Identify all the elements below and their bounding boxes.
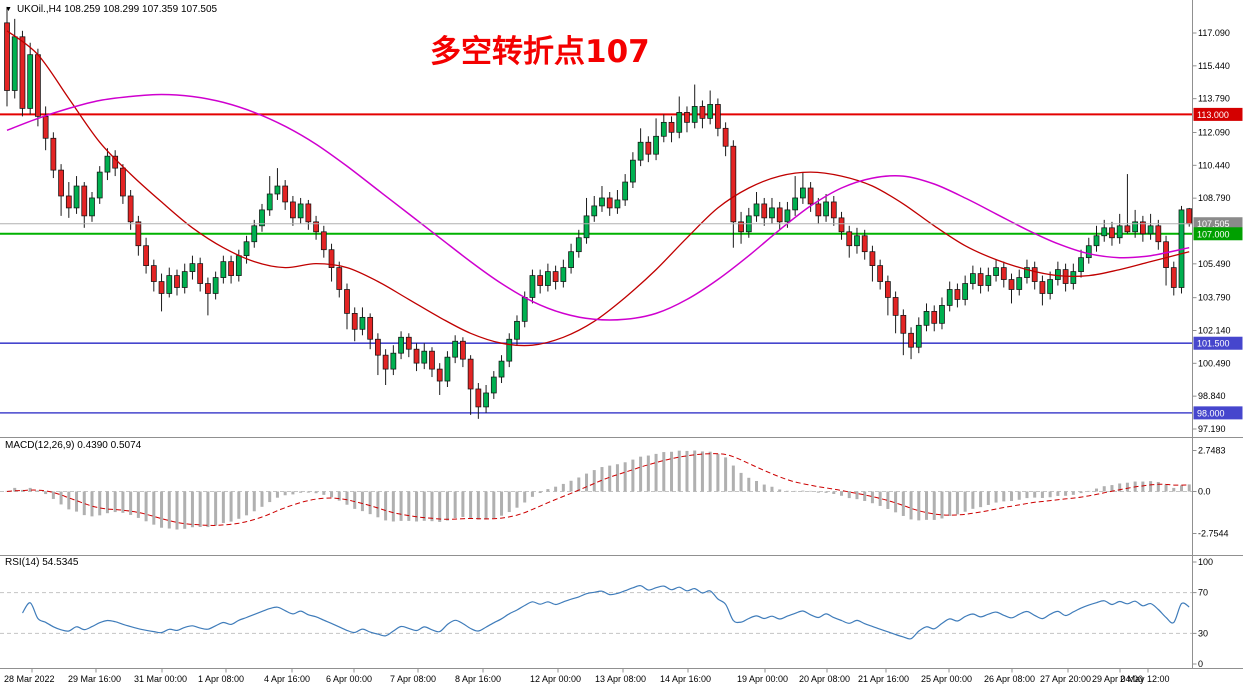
svg-text:110.440: 110.440 (1198, 160, 1230, 170)
svg-text:70: 70 (1198, 588, 1208, 598)
svg-text:29 Apr 04:00: 29 Apr 04:00 (1092, 674, 1143, 684)
candles-layer (4, 6, 1193, 419)
svg-text:21 Apr 16:00: 21 Apr 16:00 (858, 674, 909, 684)
svg-text:0: 0 (1198, 659, 1203, 669)
svg-text:115.440: 115.440 (1198, 61, 1230, 71)
svg-text:101.500: 101.500 (1197, 339, 1230, 349)
macd-histogram (5, 450, 1191, 530)
svg-text:100: 100 (1198, 557, 1213, 567)
svg-text:25 Apr 00:00: 25 Apr 00:00 (921, 674, 972, 684)
svg-text:102.140: 102.140 (1198, 325, 1231, 335)
rsi-line (21, 585, 1190, 640)
svg-text:29 Mar 16:00: 29 Mar 16:00 (68, 674, 121, 684)
ohlc-header: ▼ UKOil.,H4 108.259 108.299 107.359 107.… (5, 4, 217, 15)
ma-magenta-line (6, 93, 1190, 321)
ma-red-line (6, 30, 1190, 347)
macd-axis-labels: 2.7483 0.0 -2.7544 (1192, 446, 1229, 539)
svg-text:31 Mar 00:00: 31 Mar 00:00 (134, 674, 187, 684)
svg-text:7 Apr 08:00: 7 Apr 08:00 (390, 674, 436, 684)
svg-text:113.790: 113.790 (1198, 94, 1230, 104)
svg-text:0.0: 0.0 (1198, 487, 1211, 497)
svg-text:20 Apr 08:00: 20 Apr 08:00 (799, 674, 850, 684)
svg-text:30: 30 (1198, 628, 1208, 638)
symbol-ohlc-text: UKOil.,H4 108.259 108.299 107.359 107.50… (16, 4, 218, 15)
time-axis-labels: 28 Mar 2022 29 Mar 16:00 31 Mar 00:00 1 Apr… (4, 668, 1170, 684)
svg-text:28 Mar 2022: 28 Mar 2022 (4, 674, 55, 684)
svg-text:1 Apr 08:00: 1 Apr 08:00 (198, 674, 244, 684)
price-axis-labels: 117.090 115.440 113.790 112.090 110.440 108.7… (1192, 28, 1231, 434)
svg-text:107.000: 107.000 (1197, 229, 1230, 239)
collapse-arrow-icon[interactable]: ▼ (5, 6, 12, 13)
svg-text:6 Apr 00:00: 6 Apr 00:00 (326, 674, 372, 684)
svg-text:2.7483: 2.7483 (1198, 446, 1226, 456)
svg-text:98.000: 98.000 (1197, 408, 1225, 418)
svg-text:100.490: 100.490 (1198, 358, 1231, 368)
chart-annotation-text[interactable]: 多空转折点107 (430, 34, 650, 70)
svg-text:13 Apr 08:00: 13 Apr 08:00 (595, 674, 646, 684)
rsi-indicator-label: RSI(14) 54.5345 (5, 557, 79, 568)
svg-text:4 Apr 16:00: 4 Apr 16:00 (264, 674, 310, 684)
macd-signal-line (6, 453, 1190, 526)
svg-text:108.790: 108.790 (1198, 193, 1231, 203)
svg-text:117.090: 117.090 (1198, 28, 1230, 38)
svg-text:26 Apr 08:00: 26 Apr 08:00 (984, 674, 1035, 684)
svg-text:103.790: 103.790 (1198, 293, 1231, 303)
svg-text:14 Apr 16:00: 14 Apr 16:00 (660, 674, 711, 684)
svg-text:19 Apr 00:00: 19 Apr 00:00 (737, 674, 788, 684)
svg-text:98.840: 98.840 (1198, 391, 1226, 401)
panel-separators (0, 0, 1243, 669)
svg-text:97.190: 97.190 (1198, 424, 1226, 434)
svg-text:12 Apr 00:00: 12 Apr 00:00 (530, 674, 581, 684)
svg-text:112.090: 112.090 (1198, 127, 1230, 137)
svg-text:107.505: 107.505 (1197, 219, 1230, 229)
rsi-axis-labels: 100 70 30 0 (1192, 557, 1213, 669)
svg-text:27 Apr 20:00: 27 Apr 20:00 (1040, 674, 1091, 684)
svg-text:8 Apr 16:00: 8 Apr 16:00 (455, 674, 501, 684)
svg-text:2 May 12:00: 2 May 12:00 (1120, 674, 1170, 684)
svg-text:113.000: 113.000 (1197, 110, 1229, 120)
svg-text:105.490: 105.490 (1198, 259, 1231, 269)
horizontal-price-lines[interactable] (0, 113, 1192, 414)
macd-indicator-label: MACD(12,26,9) 0.4390 0.5074 (5, 440, 142, 451)
svg-text:-2.7544: -2.7544 (1198, 529, 1229, 539)
